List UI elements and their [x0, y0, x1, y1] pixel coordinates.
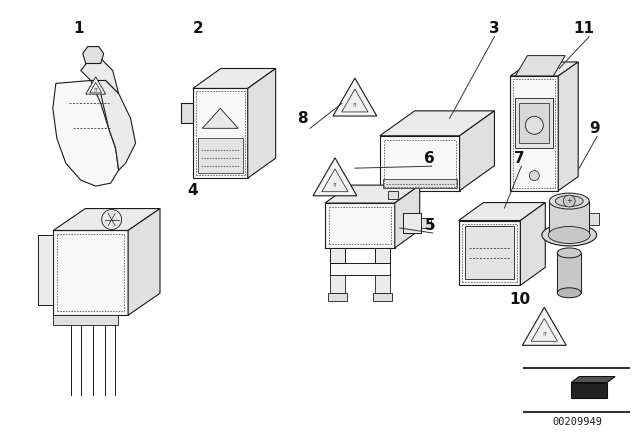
Polygon shape [557, 253, 581, 293]
Polygon shape [420, 218, 431, 228]
Polygon shape [373, 293, 392, 301]
Polygon shape [53, 81, 118, 186]
Polygon shape [333, 78, 377, 116]
Circle shape [102, 210, 122, 229]
Polygon shape [395, 185, 420, 248]
Polygon shape [375, 275, 390, 293]
Polygon shape [465, 227, 515, 279]
Polygon shape [522, 307, 566, 345]
Text: 00209949: 00209949 [552, 418, 602, 427]
Text: 2: 2 [193, 21, 204, 36]
Ellipse shape [556, 196, 583, 207]
Polygon shape [330, 263, 390, 275]
Polygon shape [322, 169, 348, 192]
Polygon shape [248, 69, 276, 178]
Polygon shape [342, 89, 368, 112]
Circle shape [563, 195, 575, 207]
Polygon shape [380, 136, 460, 190]
Polygon shape [520, 202, 545, 285]
Polygon shape [202, 108, 238, 128]
Text: 1: 1 [74, 21, 84, 36]
Polygon shape [193, 69, 276, 88]
Circle shape [525, 116, 543, 134]
Polygon shape [459, 220, 520, 285]
Polygon shape [531, 319, 557, 341]
Polygon shape [520, 103, 549, 143]
Circle shape [529, 171, 540, 181]
Polygon shape [38, 236, 53, 305]
Text: 5: 5 [424, 219, 435, 233]
Polygon shape [558, 62, 578, 190]
Text: 11: 11 [573, 21, 595, 36]
Ellipse shape [548, 227, 590, 243]
Ellipse shape [557, 288, 581, 298]
Text: +: + [566, 198, 572, 204]
Polygon shape [325, 185, 420, 203]
Text: 7: 7 [514, 151, 525, 166]
Polygon shape [193, 88, 248, 178]
Polygon shape [515, 56, 565, 76]
Polygon shape [328, 293, 347, 301]
Ellipse shape [549, 193, 589, 209]
Polygon shape [511, 62, 578, 76]
Polygon shape [181, 103, 193, 123]
Text: 3: 3 [489, 21, 500, 36]
Polygon shape [388, 190, 397, 198]
Polygon shape [198, 138, 243, 173]
Polygon shape [572, 376, 615, 383]
Text: 9: 9 [589, 121, 600, 136]
Text: !?: !? [93, 88, 98, 93]
Polygon shape [572, 383, 607, 398]
Polygon shape [380, 111, 495, 136]
Polygon shape [98, 81, 136, 170]
Polygon shape [403, 213, 420, 233]
Ellipse shape [542, 224, 596, 246]
Polygon shape [383, 179, 456, 188]
Polygon shape [589, 213, 599, 225]
Text: 4: 4 [187, 183, 198, 198]
Text: !?: !? [542, 332, 547, 337]
Polygon shape [325, 203, 395, 248]
Polygon shape [53, 209, 160, 230]
Text: 8: 8 [297, 111, 307, 126]
Polygon shape [375, 248, 390, 263]
Polygon shape [511, 76, 558, 190]
Polygon shape [460, 111, 495, 190]
Polygon shape [83, 47, 104, 64]
Text: 10: 10 [509, 292, 530, 307]
Polygon shape [330, 275, 345, 293]
Polygon shape [90, 82, 102, 93]
Text: !?: !? [333, 183, 337, 188]
Polygon shape [53, 230, 128, 315]
Ellipse shape [557, 248, 581, 258]
Polygon shape [128, 209, 160, 315]
Text: 6: 6 [424, 151, 435, 166]
Polygon shape [549, 201, 589, 235]
Polygon shape [313, 158, 357, 196]
Polygon shape [515, 99, 553, 148]
Polygon shape [86, 77, 106, 94]
Polygon shape [330, 248, 345, 263]
Text: !?: !? [353, 103, 357, 108]
Polygon shape [81, 59, 118, 93]
Polygon shape [53, 315, 118, 325]
Polygon shape [459, 202, 545, 220]
